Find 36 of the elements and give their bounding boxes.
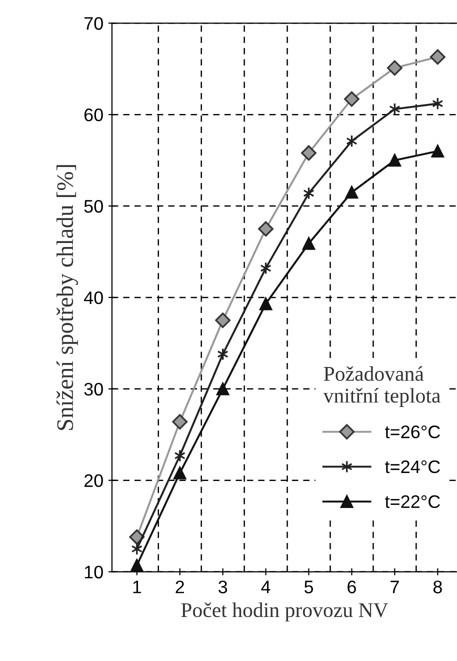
point [301,145,316,161]
point [258,221,274,237]
y-tick-label: 10 [84,566,103,578]
legend-label: t=22°C [385,495,440,508]
point [130,558,144,572]
x-tick-label: 2 [176,580,184,594]
y-tick-label: 50 [84,200,103,213]
x-tick-label: 8 [433,580,442,594]
x-tick-label: 1 [133,580,142,594]
point [386,60,402,76]
y-axis-title: Snížení spotřeby chladu [%] [56,165,78,430]
point [302,237,316,250]
x-tick-label: 5 [304,580,314,594]
x-axis-title: Počet hodin provozu NV [181,602,388,622]
point [388,154,402,167]
y-tick-label: 70 [84,17,103,30]
point [431,144,444,158]
x-tick-label: 6 [348,580,356,594]
point [172,414,188,430]
point [430,49,446,65]
x-tick-label: 7 [390,580,399,594]
x-tick-label: 4 [261,580,270,594]
x-tick-label: 3 [218,580,228,594]
y-tick-label: 60 [84,108,103,122]
y-tick-label: 20 [84,474,103,488]
point [344,91,360,107]
point [345,186,358,199]
legend-label: t=26°C [385,425,440,438]
y-tick-label: 40 [84,291,103,304]
point [216,382,230,396]
point [259,297,272,310]
point [173,466,186,480]
point [215,312,231,328]
legend-label: t=24°C [385,460,440,474]
y-tick-label: 30 [84,382,103,396]
legend-title: Požadovaná vnitřní teplota [323,366,440,407]
